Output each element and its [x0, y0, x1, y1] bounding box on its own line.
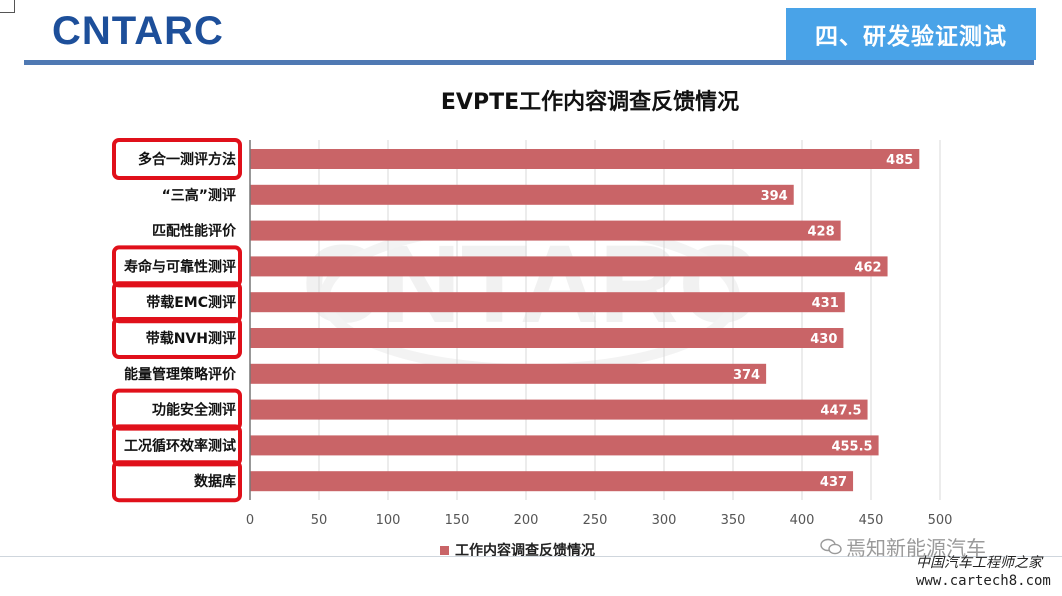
bar-value-label: 447.5: [820, 404, 861, 419]
x-tick-label: 350: [721, 513, 746, 528]
bar: [250, 256, 888, 277]
category-label: 数据库: [194, 473, 236, 490]
highlight-box: [112, 317, 242, 359]
bar-value-label: 431: [812, 296, 839, 311]
bar: [250, 149, 920, 169]
bar-value-label: 430: [810, 332, 837, 347]
x-tick-label: 400: [790, 513, 815, 528]
site-name: 中国汽车工程师之家: [916, 555, 1042, 571]
cntarc-logo: CNTARC: [52, 10, 224, 52]
category-label: 工况循环效率测试: [124, 437, 236, 454]
wechat-watermark: 焉知新能源汽车: [820, 532, 986, 561]
x-tick-label: 100: [376, 513, 401, 528]
category-label: 功能安全测评: [152, 402, 236, 419]
chart-title: EVPTE工作内容调查反馈情况: [440, 90, 740, 115]
bar-value-label: 437: [820, 475, 847, 490]
category-label: 寿命与可靠性测评: [124, 258, 236, 275]
bar-value-label: 394: [761, 189, 788, 204]
bar: [250, 328, 844, 348]
x-tick-label: 450: [859, 513, 884, 528]
bar-value-label: 428: [807, 225, 834, 240]
highlight-box: [112, 138, 242, 180]
legend-label: 工作内容调查反馈情况: [455, 543, 595, 559]
category-label: 匹配性能评价: [152, 223, 237, 240]
x-tick-label: 500: [928, 513, 953, 528]
highlight-box: [112, 424, 242, 467]
x-tick-label: 200: [514, 513, 539, 528]
category-label: 能量管理策略评价: [124, 366, 237, 383]
category-label: 带载NVH测评: [146, 330, 236, 347]
bar: [250, 471, 854, 492]
highlight-box: [112, 388, 242, 431]
bar: [250, 363, 767, 384]
logo-watermark: CNTARC: [302, 223, 758, 346]
bar: [250, 399, 868, 420]
bar-value-label: 485: [886, 153, 913, 168]
category-label: 带载EMC测评: [146, 294, 236, 311]
footer-divider: [0, 556, 1062, 557]
wechat-account-name: 焉知新能源汽车: [846, 536, 986, 560]
svg-text:CNTARC: CNTARC: [52, 10, 224, 52]
header-divider: [24, 60, 1034, 65]
bar-value-label: 462: [854, 260, 881, 275]
bar: [250, 435, 879, 456]
legend-swatch: [440, 545, 449, 555]
highlight-box: [112, 460, 242, 503]
corner-mark: [0, 0, 15, 13]
category-label: “三高”测评: [162, 187, 236, 204]
x-tick-label: 50: [311, 513, 328, 528]
bar-value-label: 455.5: [831, 439, 872, 454]
section-title: 四、研发验证测试: [786, 8, 1036, 60]
chart-legend: 工作内容调查反馈情况: [440, 540, 595, 560]
bar-value-label: 374: [733, 368, 760, 383]
category-label: 多合一测评方法: [138, 151, 236, 168]
x-tick-label: 150: [445, 513, 470, 528]
x-tick-label: 250: [583, 513, 608, 528]
bar: [250, 220, 841, 241]
x-tick-label: 0: [246, 513, 254, 528]
wechat-icon: [820, 538, 842, 554]
highlight-box: [112, 245, 242, 288]
highlight-box: [112, 281, 242, 324]
x-tick-label: 300: [652, 513, 677, 528]
site-url: www.cartech8.com: [916, 573, 1051, 589]
bar: [250, 292, 845, 313]
bar: [250, 184, 794, 205]
